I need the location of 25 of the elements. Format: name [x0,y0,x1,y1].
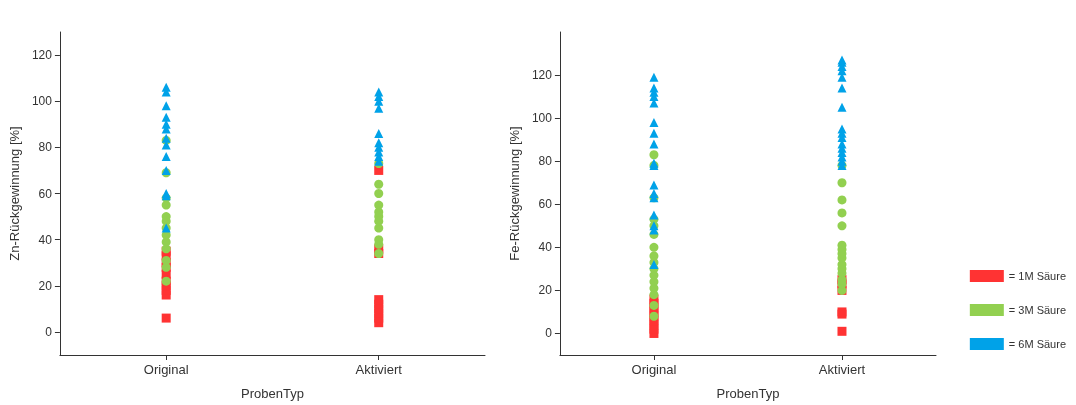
y-tick-label: 20 [538,283,553,298]
y-tick-label: 0 [45,324,53,339]
y-tick-label: 40 [38,232,53,247]
y-tick-label: 20 [38,278,53,293]
y-tick-label: 80 [538,154,553,169]
y-tick-label: 80 [38,140,53,155]
x-tick-label: Aktiviert [355,362,403,377]
x-tick-label: Original [631,362,677,377]
x-axis-title: ProbenTyp [716,386,780,401]
y-axis-title: Fe-Rückgewinnung [%] [507,126,522,261]
legend-label: = 6M Säure [1008,338,1066,350]
x-tick-label: Original [143,362,189,377]
y-tick-label: 120 [31,48,53,63]
y-tick-label: 0 [545,326,553,341]
x-tick-label: Aktiviert [818,362,866,377]
legend-label: = 1M Säure [1008,270,1066,282]
x-axis-title: ProbenTyp [241,386,304,401]
y-axis-title: Zn-Rückgewinnung [%] [7,126,22,261]
y-tick-label: 100 [531,111,553,126]
y-tick-label: 60 [538,197,553,212]
y-tick-label: 100 [31,94,53,109]
legend-label: = 3M Säure [1008,304,1066,316]
y-tick-label: 120 [531,68,553,83]
y-tick-label: 60 [38,186,53,201]
y-tick-label: 40 [538,240,553,255]
